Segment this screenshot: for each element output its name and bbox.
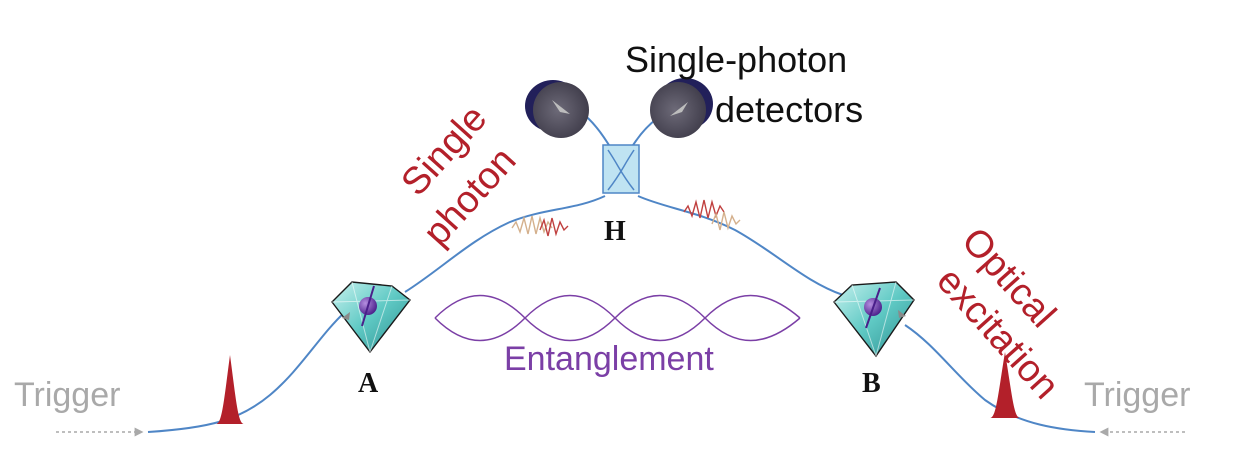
excitation-pulse-right <box>990 352 1020 418</box>
detector-left <box>525 80 589 138</box>
trigger-left-label: Trigger <box>14 376 120 414</box>
detectors-label-line2: detectors <box>715 89 863 130</box>
fiber-left-lower <box>147 311 346 433</box>
excitation-pulse-left <box>216 355 244 424</box>
fiber-left-upper <box>404 195 606 293</box>
entanglement-label: Entanglement <box>504 340 714 378</box>
entanglement-wave-1 <box>434 294 801 342</box>
fiber-right-upper <box>637 195 844 296</box>
photon-wavepacket-left-red <box>539 217 569 237</box>
photon-wavepacket-right-tan <box>711 211 741 231</box>
beamsplitter-label: H <box>604 216 626 247</box>
detectors-label-line1: Single-photon <box>625 39 847 80</box>
diamond-node-a <box>331 281 411 354</box>
fiber-right-lower <box>904 324 1096 433</box>
photon-wavepacket-right <box>683 199 725 219</box>
diamond-node-b <box>833 281 915 358</box>
photon-wavepacket-left <box>511 215 553 235</box>
trigger-right-label: Trigger <box>1084 376 1190 414</box>
detector-right <box>650 78 713 138</box>
node-b-label: B <box>862 368 881 399</box>
node-a-label: A <box>358 368 379 399</box>
beamsplitter <box>602 144 640 194</box>
entanglement-wave-2 <box>434 294 801 342</box>
